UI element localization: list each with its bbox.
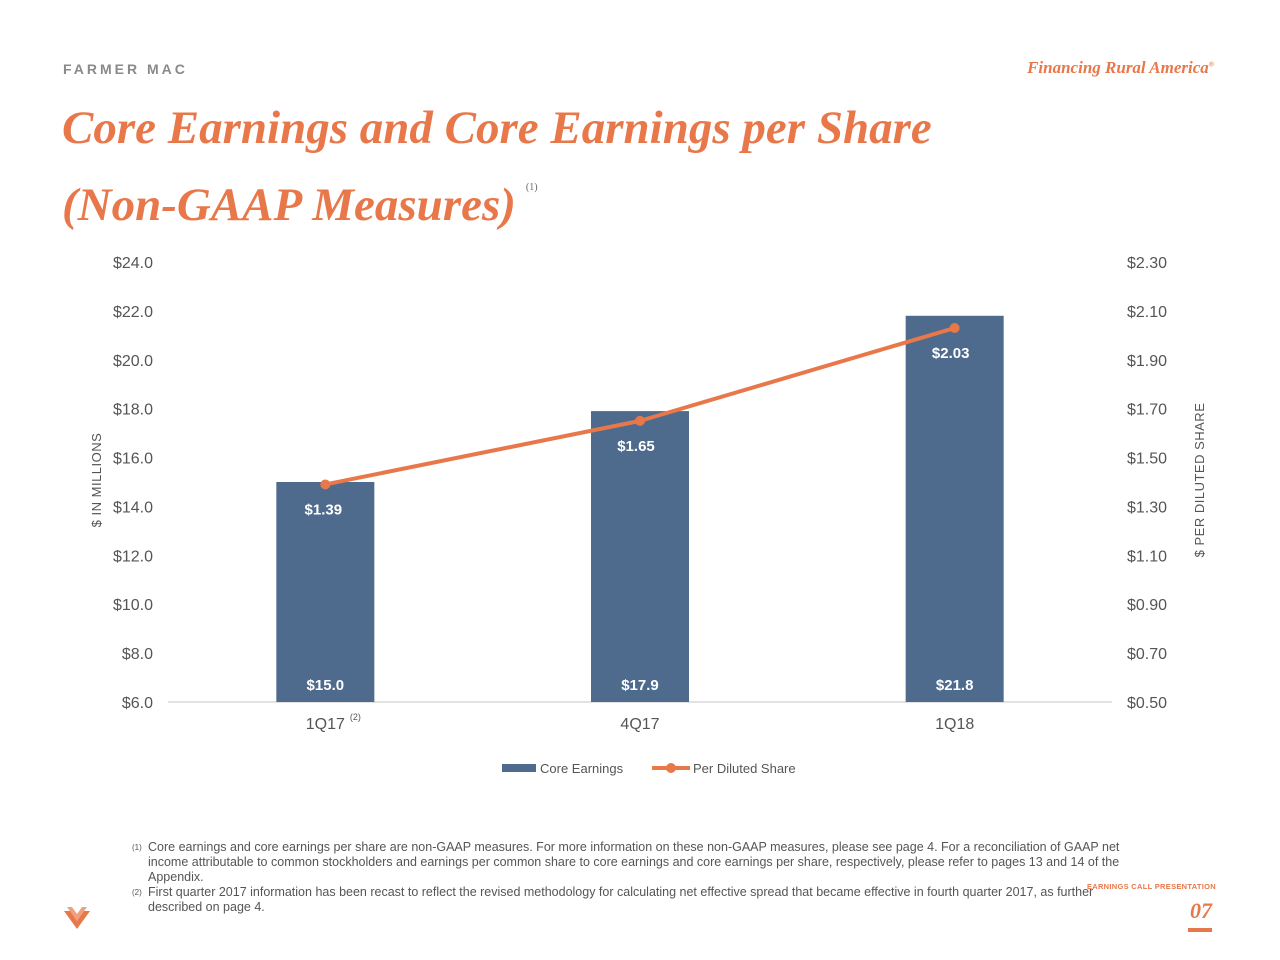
y-right-tick-label: $1.30 [1127,499,1167,516]
x-tick-label: 1Q17 [306,716,345,733]
bar-core-earnings [276,482,375,702]
bar-value-label: $15.0 [307,677,345,694]
footnotes: (1) Core earnings and core earnings per … [132,840,1132,915]
line-value-label: $2.03 [932,345,970,362]
y-left-tick-label: $20.0 [113,353,153,370]
y-right-tick-label: $2.10 [1127,304,1167,321]
combo-chart: $24.0 $22.0 $20.0 $18.0 $16.0 $14.0 $12.0 $10.0… [89,255,1207,776]
legend-label-per-diluted-share: Per Diluted Share [693,761,796,776]
line-point [320,479,331,490]
bar-value-label: $17.9 [621,677,659,694]
y-right-tick-label: $2.30 [1127,255,1167,272]
tagline: Financing Rural America® [1027,58,1214,78]
footnote-1-mark: (1) [132,843,142,852]
y-right-tick-label: $0.50 [1127,695,1167,712]
line-point [949,323,960,333]
x-tick-label: 1Q18 [935,716,974,733]
y-right-axis-title: $ PER DILUTED SHARE [1192,403,1207,558]
y-left-tick-label: $14.0 [113,499,153,516]
line-point [635,415,645,426]
bar-core-earnings [905,315,1004,702]
footnote-2-mark: (2) [132,888,142,897]
y-left-axis-title: $ IN MILLIONS [89,433,104,528]
bar-core-earnings [591,411,689,702]
page-title: Core Earnings and Core Earnings per Shar… [62,98,932,235]
y-right-tick-label: $1.90 [1127,353,1167,370]
line-value-label: $1.65 [617,438,655,455]
footnote-2-text: First quarter 2017 information has been … [148,885,1094,914]
y-left-tick-label: $6.0 [122,695,153,712]
y-left-tick-label: $22.0 [113,304,153,321]
y-right-tick-label: $1.70 [1127,402,1167,419]
footnote-2: (2) First quarter 2017 information has b… [132,885,1132,915]
farmer-mac-logo-icon [64,907,90,934]
y-right-tick-label: $1.10 [1127,548,1167,565]
x-tick-label: 4Q17 [620,716,659,733]
y-right-tick-label: $0.70 [1127,646,1167,663]
footnote-1: (1) Core earnings and core earnings per … [132,840,1132,885]
y-left-tick-label: $24.0 [113,255,153,272]
tagline-mark: ® [1208,60,1214,69]
title-line-1: Core Earnings and Core Earnings per Shar… [62,102,932,154]
y-left-tick-label: $18.0 [113,402,153,419]
y-right-tick-label: $1.50 [1127,451,1167,468]
y-right-tick-label: $0.90 [1127,597,1167,614]
y-left-tick-label: $10.0 [113,597,153,614]
legend-swatch-core-earnings [502,764,536,772]
y-left-tick-label: $16.0 [113,451,153,468]
tagline-text: Financing Rural America [1027,58,1209,77]
y-left-tick-label: $12.0 [113,548,153,565]
presentation-label: EARNINGS CALL PRESENTATION [1086,882,1216,891]
x-tick-footnote: (2) [350,712,361,722]
legend-marker-per-diluted-share [666,763,676,773]
title-line-2: (Non-GAAP Measures) [62,179,516,231]
title-footnote-ref: (1) [525,182,538,193]
y-left-tick-label: $8.0 [122,646,153,663]
footnote-1-text: Core earnings and core earnings per shar… [148,840,1120,884]
page-number: 07 [1190,898,1212,923]
line-value-label: $1.39 [305,501,343,518]
brand-name: FARMER MAC [63,61,188,77]
legend-label-core-earnings: Core Earnings [540,761,624,776]
page-number-underline [1188,928,1212,932]
bar-value-label: $21.8 [936,677,974,694]
